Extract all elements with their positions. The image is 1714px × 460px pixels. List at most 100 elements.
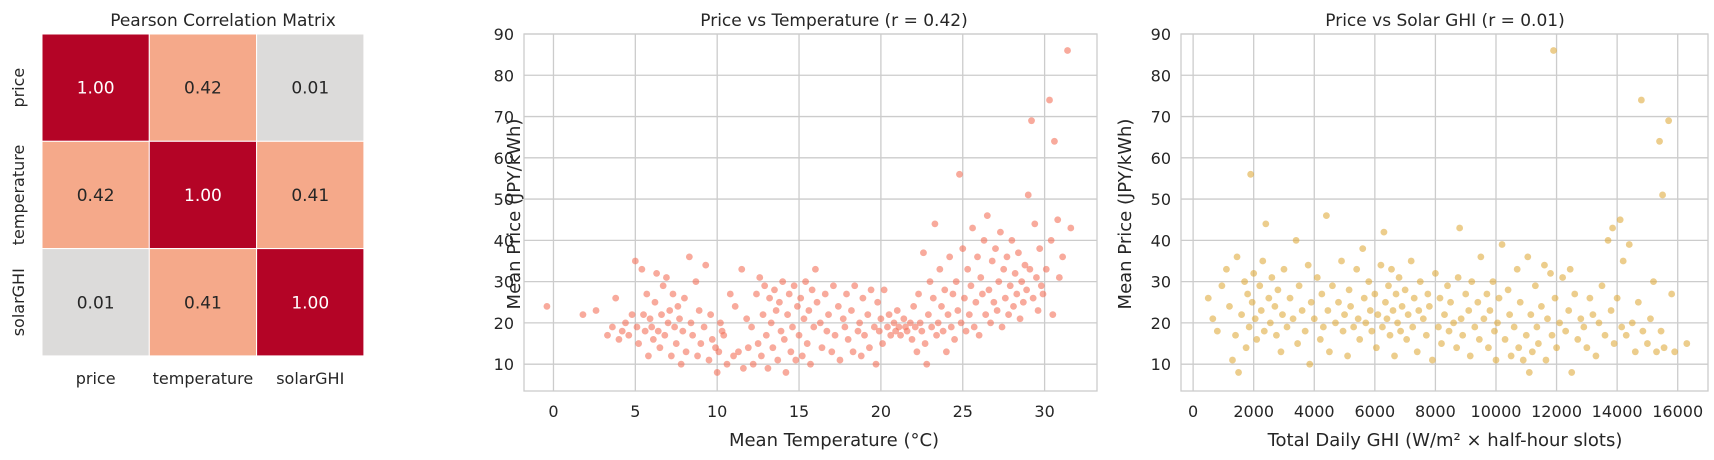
temp-y-axis-label: Mean Price (JPY/kWh) <box>504 119 525 310</box>
temp-scatter-point <box>992 245 999 253</box>
temp-scatter-x-tick-label: 30 <box>1034 402 1054 421</box>
temp-scatter-point <box>743 315 751 323</box>
temp-scatter-point <box>635 340 642 347</box>
temp-scatter-point <box>808 286 816 294</box>
heatmap-value-1-0: 0.42 <box>77 186 115 206</box>
temp-scatter-point <box>676 315 683 323</box>
temp-scatter-point <box>651 298 659 306</box>
solar-scatter-point <box>1466 352 1474 360</box>
temp-scatter-point <box>913 348 921 356</box>
heatmap-cell-0-0 <box>41 33 150 142</box>
temp-scatter-point <box>667 352 675 360</box>
temp-scatter-point <box>756 274 764 281</box>
solar-scatter-point <box>1465 307 1473 314</box>
solar-scatter-point <box>1506 311 1514 319</box>
temp-scatter-point <box>682 348 690 356</box>
temp-scatter-point <box>1047 236 1055 244</box>
temp-scatter-point <box>625 331 633 339</box>
solar-scatter-point <box>1404 311 1412 319</box>
temp-scatter-point <box>861 331 868 339</box>
solar-scatter-point <box>1226 302 1233 310</box>
temp-scatter-point <box>723 360 731 368</box>
temp-scatter-point <box>649 336 657 343</box>
solar-scatter-point <box>1244 290 1252 298</box>
temp-scatter-point <box>951 336 958 343</box>
solar-scatter-point <box>1483 290 1491 298</box>
solar-scatter-point <box>1541 261 1548 269</box>
temp-scatter-plot-frame <box>523 33 1098 392</box>
temp-scatter-point <box>823 327 831 335</box>
solar-scatter-point <box>1609 224 1616 232</box>
temp-scatter-y-tick-label: 20 <box>494 314 514 333</box>
temp-scatter-point <box>990 298 998 306</box>
temp-scatter-point <box>792 356 800 364</box>
solar-scatter-point <box>1647 315 1654 323</box>
solar-scatter-point <box>1359 245 1367 253</box>
solar-scatter-point <box>1583 344 1591 352</box>
heatmap-value-0-0: 1.00 <box>77 79 115 99</box>
solar-scatter-point <box>1544 315 1551 323</box>
temp-scatter-y-tick-label: 60 <box>494 149 514 168</box>
solar-scatter-point <box>1366 307 1374 314</box>
solar-scatter-point <box>1233 253 1241 261</box>
solar-scatter-point <box>1589 311 1597 319</box>
temp-scatter-y-tick-label: 10 <box>494 355 514 374</box>
solar-scatter-point <box>1344 352 1351 360</box>
temp-scatter-point <box>957 319 965 327</box>
solar-scatter-point <box>1562 327 1570 335</box>
solar-scatter-point <box>1574 336 1582 343</box>
temp-scatter-point <box>687 319 695 327</box>
temp-scatter-point <box>640 311 647 319</box>
temp-scatter-point <box>1003 253 1011 261</box>
solar-scatter-plot-frame <box>1180 33 1709 392</box>
temp-scatter-point <box>906 319 914 327</box>
solar-scatter-point <box>1326 348 1333 356</box>
solar-scatter-point <box>1586 294 1594 302</box>
temp-scatter-point <box>812 265 819 273</box>
temp-scatter-point <box>934 319 942 327</box>
heatmap-value-1-2: 0.41 <box>291 186 329 206</box>
temp-scatter-point <box>1021 261 1029 269</box>
solar-scatter-point <box>1277 348 1285 356</box>
solar-scatter-point <box>1436 294 1444 302</box>
solar-scatter-point <box>1607 307 1615 314</box>
solar-scatter-point <box>1422 331 1430 339</box>
temp-scatter-point <box>604 331 611 339</box>
solar-scatter-point <box>1450 319 1457 327</box>
solar-scatter-point <box>1365 278 1373 286</box>
temp-scatter-point <box>659 282 667 290</box>
solar-scatter-point <box>1310 315 1318 323</box>
temp-scatter-point <box>988 257 996 265</box>
temp-scatter-point <box>643 290 651 298</box>
solar-scatter-point <box>1235 369 1242 376</box>
temp-scatter-point <box>841 323 849 331</box>
temp-scatter-point <box>1015 249 1022 257</box>
solar-scatter-point <box>1248 298 1256 306</box>
temp-scatter-point <box>810 323 818 331</box>
temp-scatter-point <box>918 327 926 335</box>
temp-scatter-point <box>900 315 908 323</box>
temp-scatter-point <box>921 340 929 347</box>
temp-scatter-point <box>645 352 652 360</box>
temp-scatter-point <box>926 278 934 286</box>
solar-scatter-point <box>1639 327 1647 335</box>
solar-scatter-point <box>1553 344 1560 352</box>
temp-scatter-point <box>800 315 808 323</box>
solar-scatter-point <box>1229 356 1236 364</box>
solar-scatter-point <box>1577 315 1585 323</box>
heatmap-cell-2-1 <box>148 248 258 357</box>
solar-scatter-point <box>1474 298 1482 306</box>
solar-scatter-point <box>1392 290 1400 298</box>
temp-scatter-point <box>1008 236 1016 244</box>
temp-scatter-point <box>759 311 767 319</box>
temp-scatter-point <box>960 294 968 302</box>
temp-scatter-point <box>663 274 670 281</box>
solar-scatter-point <box>1204 294 1212 302</box>
solar-scatter-point <box>1271 302 1279 310</box>
solar-scatter-point <box>1274 286 1282 294</box>
temp-scatter-point <box>874 298 882 306</box>
solar-scatter-point <box>1409 323 1417 331</box>
temp-scatter-point <box>1029 294 1037 302</box>
solar-scatter-point <box>1531 282 1539 290</box>
temp-scatter-point <box>828 348 836 356</box>
